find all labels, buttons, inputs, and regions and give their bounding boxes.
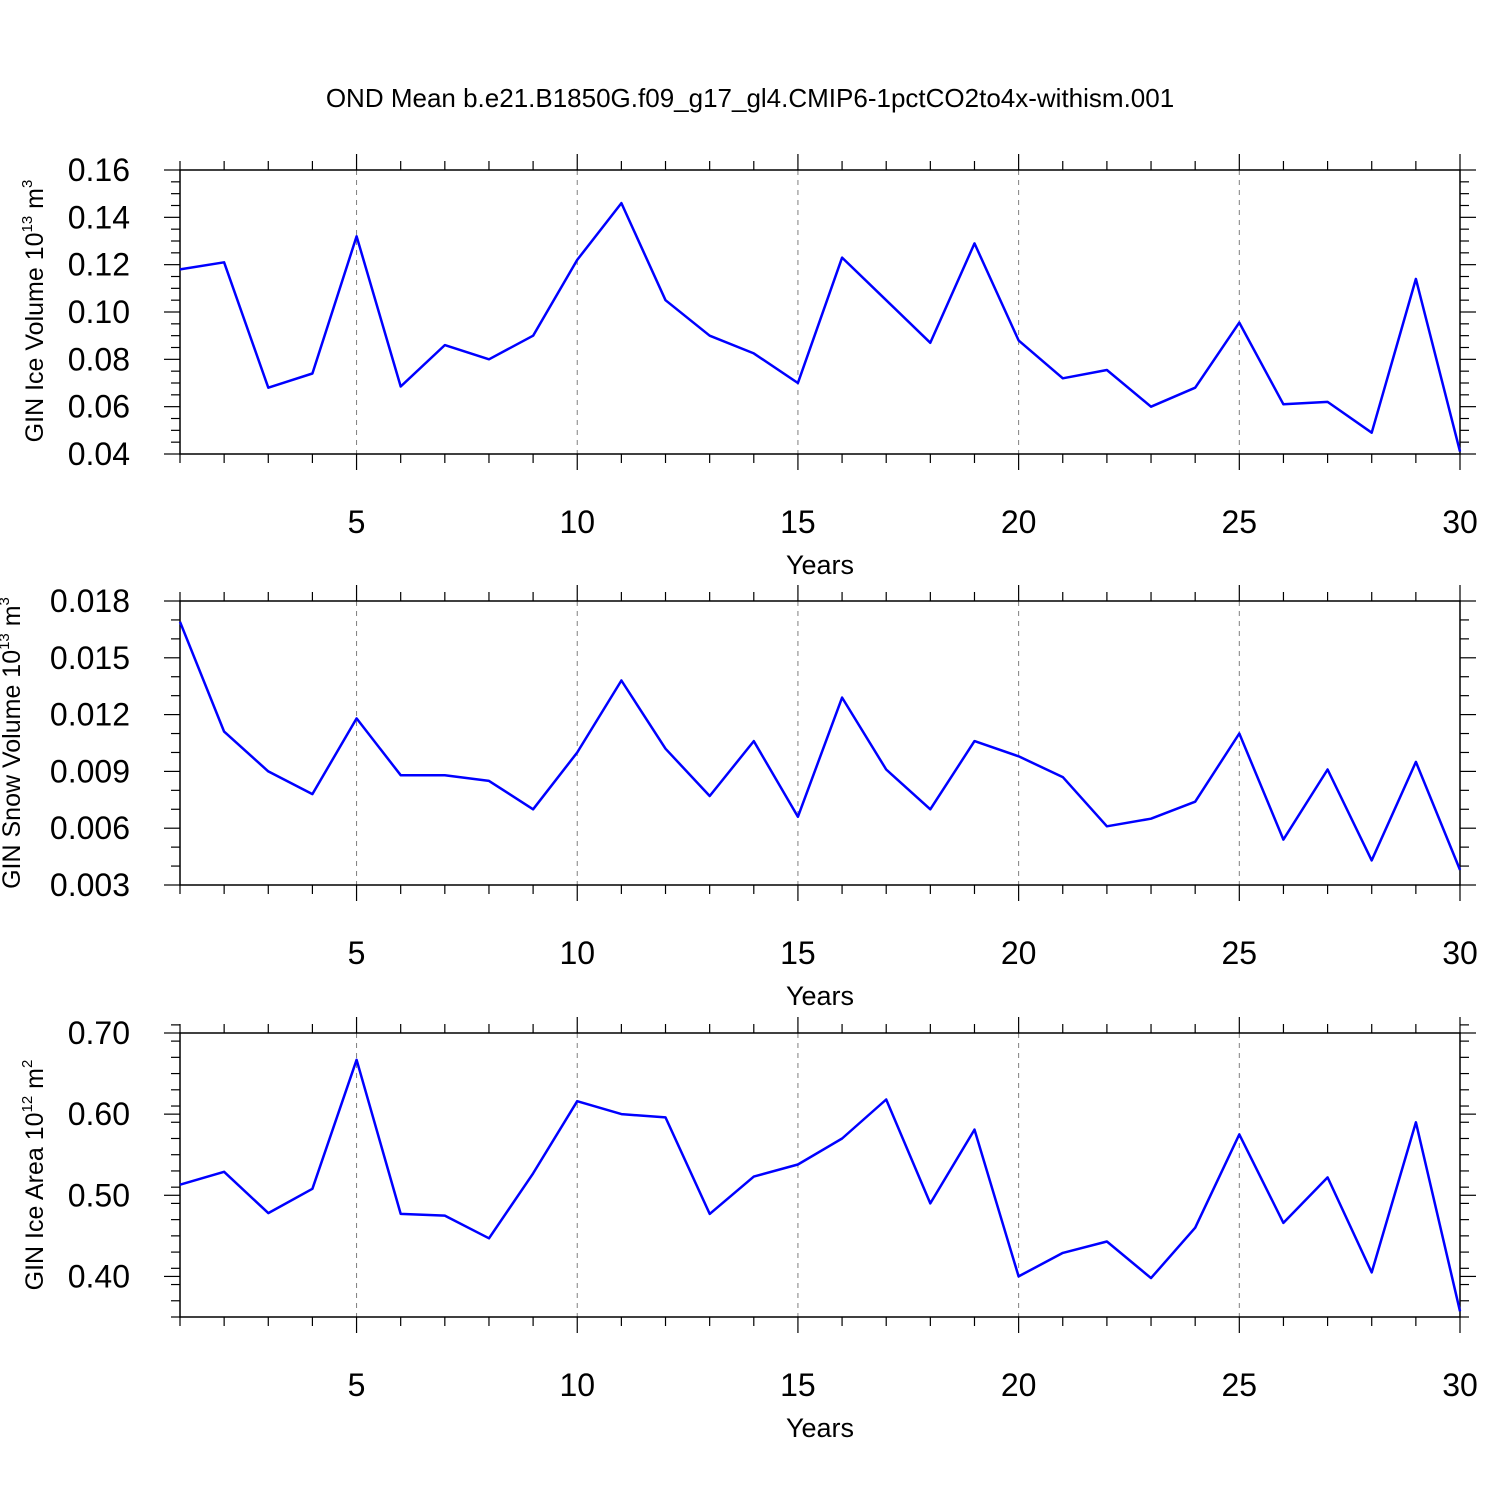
x-tick-label: 25 [1222, 504, 1258, 540]
ylabel-snow-volume: GIN Snow Volume 1013 m3 [0, 597, 26, 889]
ylabel-main: GIN Ice Volume 10 [21, 232, 49, 442]
y-tick-label: 0.003 [50, 867, 130, 903]
panel-snow-volume: GIN Snow Volume 1013 m3 Years 5 10 15 20 25 3… [0, 583, 1478, 1011]
y-tick-label: 0.12 [68, 247, 130, 283]
x-tick-label: 10 [559, 935, 595, 971]
y-tick-label: 0.60 [68, 1096, 130, 1132]
xlabel-snow-volume: Years [786, 981, 854, 1011]
y-tick-label: 0.009 [50, 753, 130, 789]
x-tick-label: 20 [1001, 935, 1037, 971]
x-tick-label: 25 [1222, 1367, 1258, 1403]
y-tick-label: 0.50 [68, 1177, 130, 1213]
y-tick-label: 0.16 [68, 152, 130, 188]
y-tick-label: 0.006 [50, 810, 130, 846]
chart-title: OND Mean b.e21.B1850G.f09_g17_gl4.CMIP6-… [326, 83, 1174, 113]
x-tick-label: 10 [559, 504, 595, 540]
y-tick-label: 0.40 [68, 1258, 130, 1294]
x-tick-label: 20 [1001, 504, 1037, 540]
y-tick-label: 0.015 [50, 640, 130, 676]
plot-frame [179, 169, 1461, 455]
y-tick-label: 0.012 [50, 697, 130, 733]
y-tick-label: 0.06 [68, 389, 130, 425]
ylabel-unit-sup: 3 [19, 180, 36, 188]
x-tick-label: 30 [1442, 504, 1478, 540]
y-tick-label: 0.14 [68, 199, 130, 235]
x-tick-label: 30 [1442, 935, 1478, 971]
panel-ice-volume: GIN Ice Volume 1013 m3 Years 5 10 15 20 25 30… [19, 152, 1478, 580]
x-tick-label: 20 [1001, 1367, 1037, 1403]
x-tick-label: 5 [348, 935, 366, 971]
ylabel-unit-sup: 2 [19, 1060, 36, 1068]
panel-ice-area: GIN Ice Area 1012 m2 Years 5 10 15 20 25 30 0.… [19, 1015, 1478, 1443]
y-tick-label: 0.10 [68, 294, 130, 330]
ylabel-sup: 13 [0, 633, 13, 650]
y-tick-label: 0.70 [68, 1015, 130, 1051]
series-line [179, 201, 1462, 452]
x-tick-label: 15 [780, 935, 816, 971]
xlabel-ice-area: Years [786, 1413, 854, 1443]
ylabel-unit-sup: 3 [0, 597, 13, 605]
x-tick-label: 5 [348, 504, 366, 540]
ylabel-sup: 12 [19, 1096, 36, 1113]
ylabel-unit: m [21, 188, 49, 216]
series-line [179, 1058, 1462, 1312]
ylabel-unit: m [0, 605, 26, 633]
ylabel-ice-volume: GIN Ice Volume 1013 m3 [19, 180, 49, 443]
ylabel-sup: 13 [19, 216, 36, 233]
plot-frame [179, 1032, 1461, 1318]
x-tick-label: 30 [1442, 1367, 1478, 1403]
ylabel-ice-area: GIN Ice Area 1012 m2 [19, 1060, 49, 1291]
series-line [178, 621, 1462, 871]
plot-frame [179, 600, 1461, 886]
x-tick-label: 15 [780, 1367, 816, 1403]
y-tick-label: 0.018 [50, 583, 130, 619]
ylabel-unit: m [21, 1068, 49, 1096]
y-tick-label: 0.08 [68, 341, 130, 377]
xlabel-ice-volume: Years [786, 550, 854, 580]
x-tick-label: 5 [348, 1367, 366, 1403]
x-tick-label: 25 [1222, 935, 1258, 971]
ylabel-main: GIN Ice Area 10 [21, 1112, 49, 1290]
y-tick-label: 0.04 [68, 436, 130, 472]
ylabel-main: GIN Snow Volume 10 [0, 650, 26, 889]
x-tick-label: 15 [780, 504, 816, 540]
x-tick-label: 10 [559, 1367, 595, 1403]
